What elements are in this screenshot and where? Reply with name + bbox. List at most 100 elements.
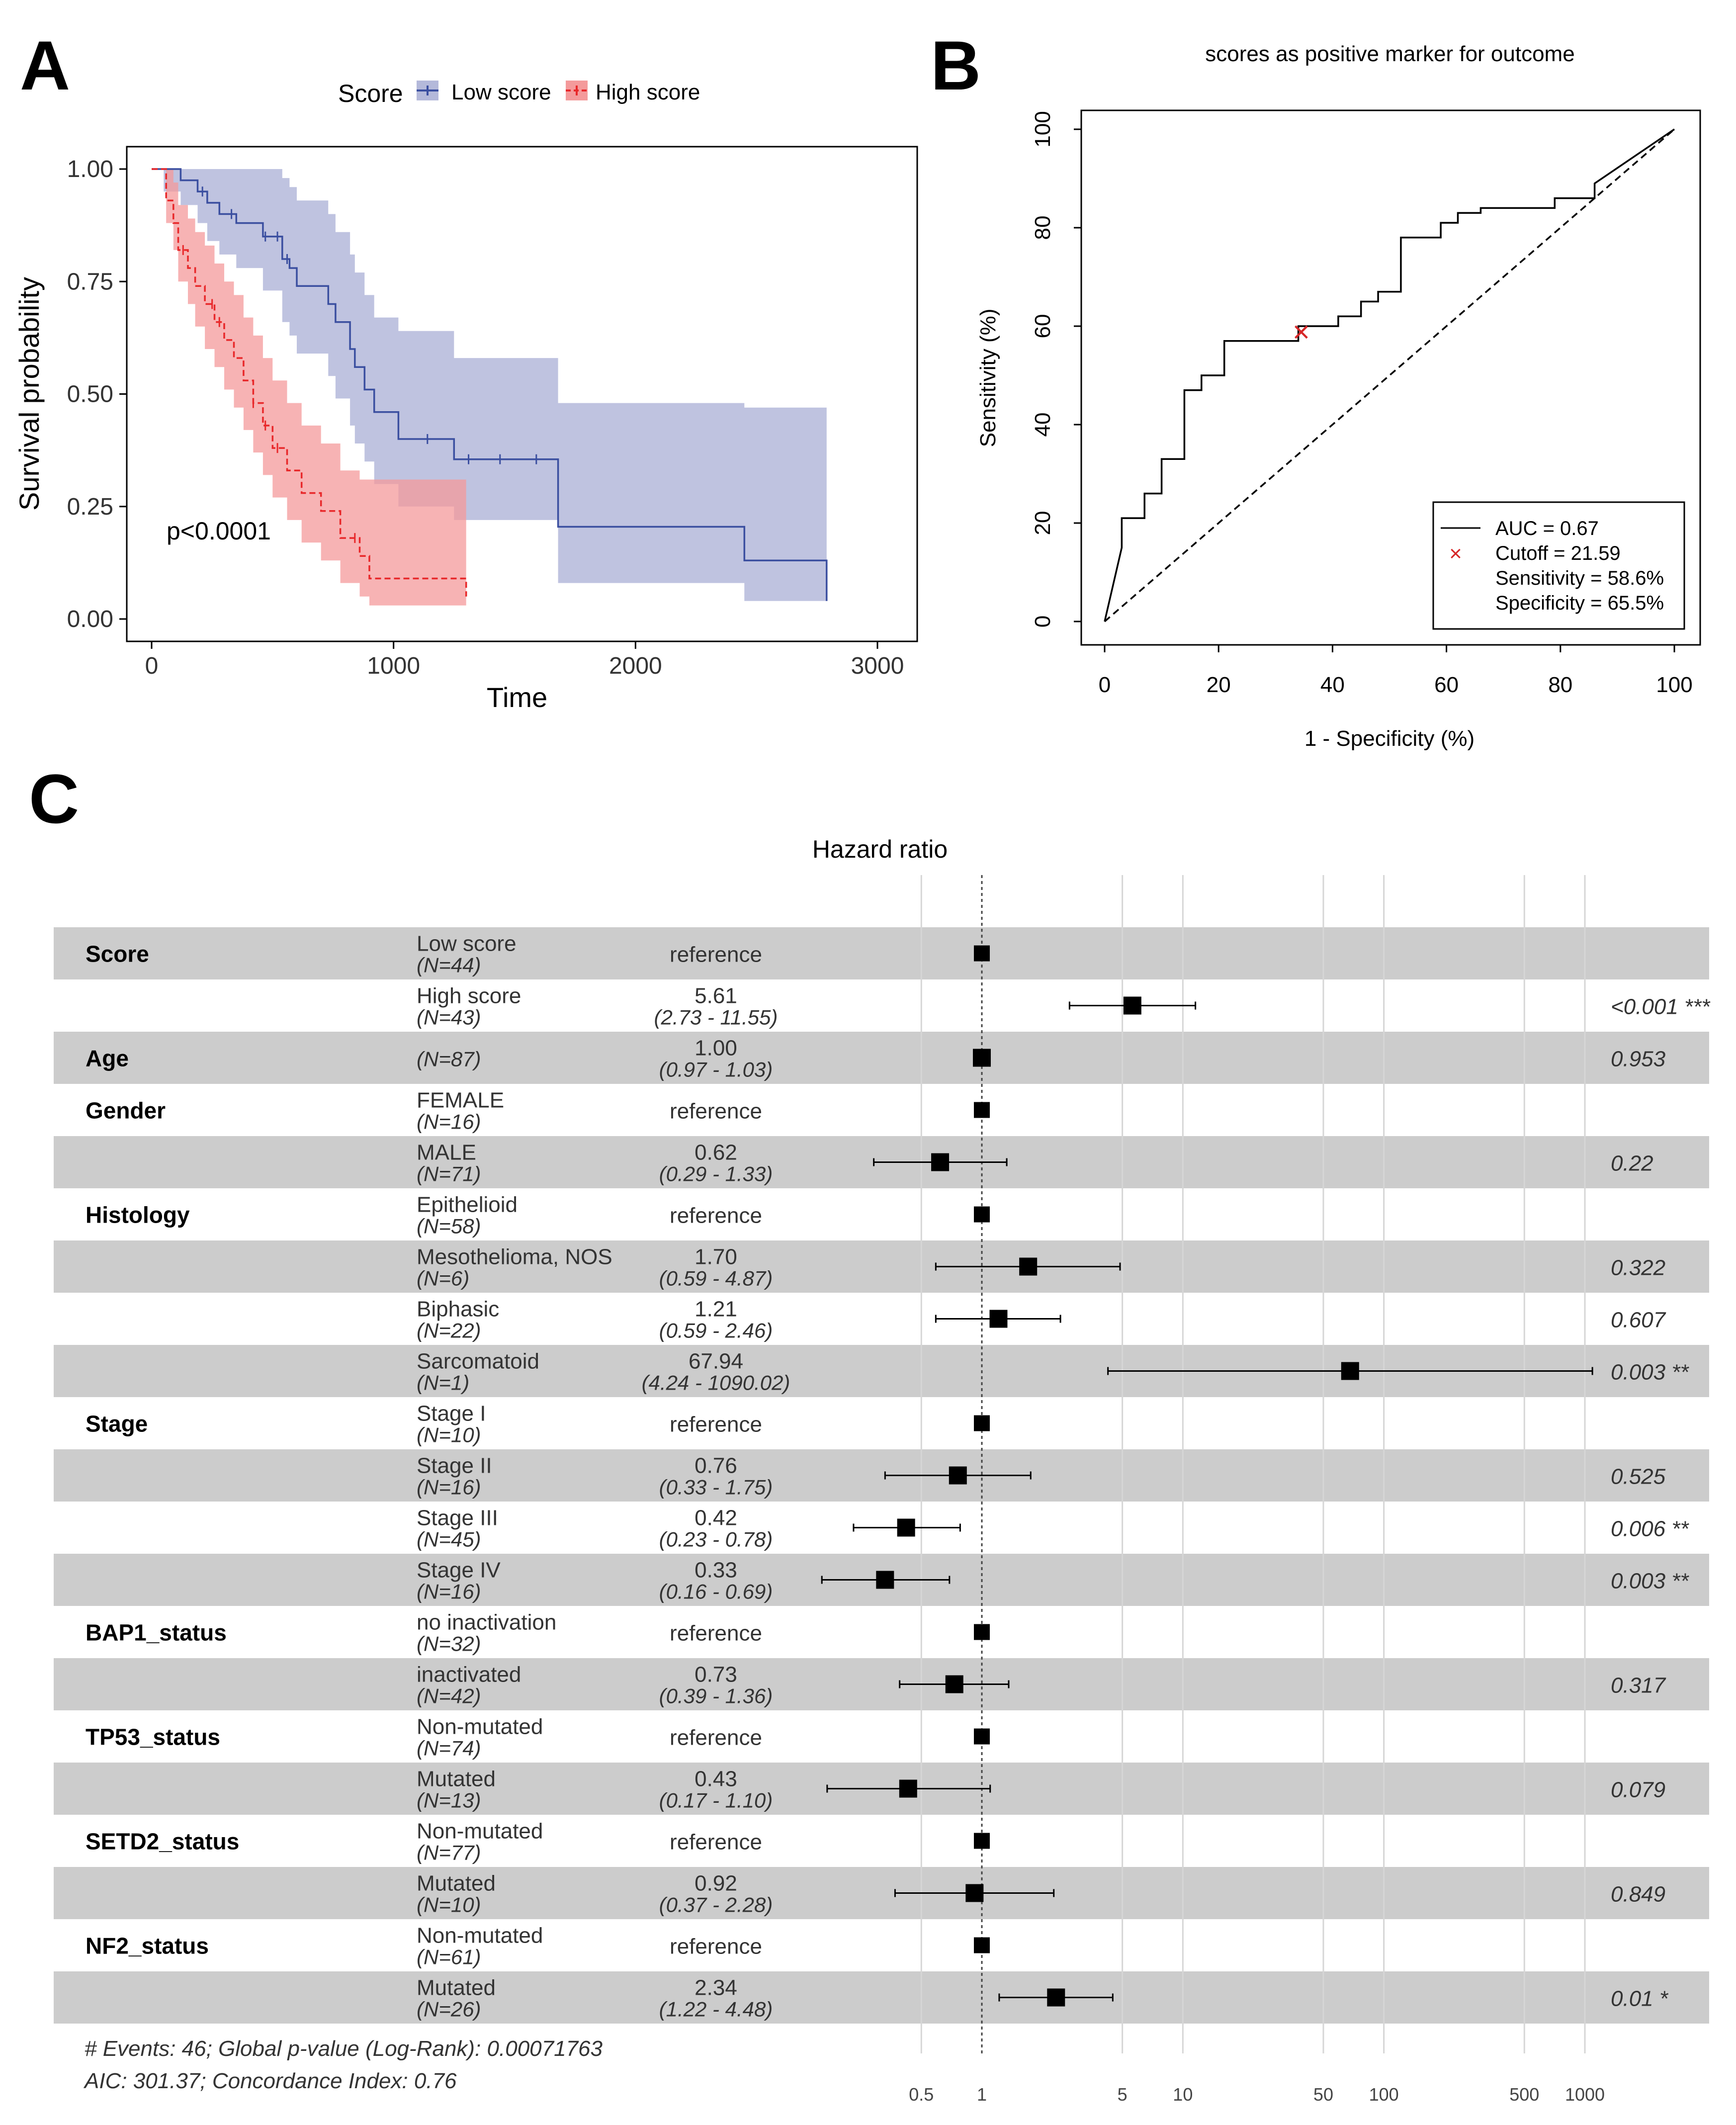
km-band-high bbox=[152, 169, 466, 606]
forest-level-label: Low score bbox=[417, 932, 517, 956]
km-band-low bbox=[152, 169, 827, 610]
forest-estimate: 0.43 bbox=[694, 1767, 737, 1791]
forest-level-count: (N=13) bbox=[417, 1789, 481, 1812]
roc-legend-specificity: Specificity = 65.5% bbox=[1495, 592, 1664, 614]
forest-row-20: Mutated(N=26) 2.34(1.22 - 4.48) 0.01 * bbox=[417, 1976, 1669, 2021]
forest-hr-marker bbox=[974, 1415, 990, 1431]
forest-level-label: Biphasic bbox=[417, 1297, 499, 1322]
forest-x-tick-label-5: 100 bbox=[1369, 2084, 1399, 2105]
panel-letter-a: A bbox=[20, 26, 70, 104]
km-legend-high-key bbox=[566, 81, 588, 100]
forest-hr-marker bbox=[949, 1466, 967, 1485]
forest-estimate: 0.33 bbox=[694, 1558, 737, 1583]
roc-y-tick-label-3: 60 bbox=[1031, 314, 1055, 339]
forest-level-count: (N=6) bbox=[417, 1267, 469, 1290]
forest-p-value: 0.003 ** bbox=[1611, 1569, 1689, 1594]
km-x-tick-label-2: 2000 bbox=[609, 653, 662, 679]
roc-y-tick-label-1: 20 bbox=[1031, 511, 1055, 535]
forest-row-7: Biphasic(N=22) 1.21(0.59 - 2.46) 0.607 bbox=[417, 1297, 1666, 1342]
forest-confidence-interval: (0.16 - 0.69) bbox=[659, 1580, 773, 1603]
forest-estimate: reference bbox=[670, 1099, 762, 1124]
roc-legend: × AUC = 0.67 Cutoff = 21.59 Sensitivity … bbox=[1432, 501, 1685, 630]
forest-row-18: Mutated(N=10) 0.92(0.37 - 2.28) 0.849 bbox=[417, 1871, 1665, 1917]
forest-x-tick-label-4: 50 bbox=[1313, 2084, 1333, 2105]
forest-estimate: reference bbox=[670, 1204, 762, 1228]
panel-letter-c: C bbox=[29, 760, 79, 838]
forest-hr-marker bbox=[899, 1779, 917, 1798]
roc-legend-auc: AUC = 0.67 bbox=[1495, 518, 1599, 539]
roc-legend-cutoff-key: × bbox=[1449, 541, 1462, 566]
forest-row-11: Stage III(N=45) 0.42(0.23 - 0.78) 0.006 ** bbox=[417, 1506, 1689, 1551]
forest-variable-label: BAP1_status bbox=[86, 1620, 227, 1646]
forest-confidence-interval: (1.22 - 4.48) bbox=[659, 1998, 773, 2021]
roc-y-tick-label-4: 80 bbox=[1031, 216, 1055, 240]
forest-hr-marker bbox=[973, 1049, 991, 1067]
forest-p-value: 0.607 bbox=[1611, 1308, 1666, 1332]
panel-letter-b: B bbox=[931, 26, 981, 104]
forest-estimate: reference bbox=[670, 1413, 762, 1437]
forest-row-shade-14 bbox=[54, 1658, 1709, 1710]
forest-row-4: MALE(N=71) 0.62(0.29 - 1.33) 0.22 bbox=[417, 1141, 1653, 1186]
forest-estimate: 5.61 bbox=[694, 984, 737, 1008]
forest-level-count: (N=45) bbox=[417, 1528, 481, 1551]
forest-hr-marker bbox=[974, 1624, 990, 1640]
forest-p-value: 0.079 bbox=[1611, 1778, 1665, 1802]
forest-level-count: (N=1) bbox=[417, 1371, 469, 1395]
forest-hr-marker bbox=[1341, 1362, 1359, 1380]
forest-level-count: (N=10) bbox=[417, 1893, 481, 1917]
forest-row-17: SETD2_status Non-mutated(N=77) reference bbox=[86, 1819, 990, 1864]
forest-confidence-interval: (0.59 - 4.87) bbox=[659, 1267, 773, 1290]
forest-level-label: Mutated bbox=[417, 1976, 496, 2000]
forest-row-shade-0 bbox=[54, 927, 1709, 979]
km-pvalue-annotation: p<0.0001 bbox=[167, 517, 271, 545]
forest-footer-events: # Events: 46; Global p-value (Log-Rank):… bbox=[85, 2036, 603, 2061]
km-x-tick-label-1: 1000 bbox=[367, 653, 420, 679]
forest-hr-marker bbox=[989, 1310, 1008, 1328]
forest-hr-marker bbox=[974, 1937, 990, 1953]
forest-variable-label: Gender bbox=[86, 1098, 166, 1124]
forest-row-13: BAP1_status no inactivation(N=32) referenc… bbox=[86, 1610, 990, 1656]
roc-x-tick-label-1: 20 bbox=[1207, 673, 1231, 697]
forest-row-6: Mesothelioma, NOS(N=6) 1.70(0.59 - 4.87) 0… bbox=[417, 1245, 1665, 1290]
km-y-axis-label: Survival probability bbox=[13, 277, 45, 511]
forest-confidence-interval: (0.17 - 1.10) bbox=[659, 1789, 773, 1812]
forest-variable-label: Histology bbox=[86, 1202, 190, 1228]
roc-x-tick-label-0: 0 bbox=[1099, 673, 1111, 697]
forest-level-label: Stage I bbox=[417, 1402, 486, 1426]
forest-row-15: TP53_status Non-mutated(N=74) reference bbox=[86, 1715, 990, 1760]
forest-p-value: 0.006 ** bbox=[1611, 1517, 1689, 1541]
forest-level-count: (N=87) bbox=[417, 1048, 481, 1071]
forest-confidence-interval: (0.39 - 1.36) bbox=[659, 1684, 773, 1708]
forest-variable-label: Age bbox=[86, 1046, 129, 1071]
forest-estimate: 0.73 bbox=[694, 1663, 737, 1687]
roc-title: scores as positive marker for outcome bbox=[1205, 42, 1574, 66]
forest-gridlines bbox=[920, 875, 1586, 2053]
forest-estimate: 0.76 bbox=[694, 1454, 737, 1478]
km-x-axis-label: Time bbox=[487, 682, 547, 713]
forest-level-label: Stage II bbox=[417, 1454, 492, 1478]
km-plot-area bbox=[152, 168, 828, 610]
roc-y-axis-label: Sensitivity (%) bbox=[976, 309, 1000, 447]
forest-confidence-interval: (4.24 - 1090.02) bbox=[642, 1371, 790, 1395]
roc-x-tick-label-2: 40 bbox=[1320, 673, 1345, 697]
forest-level-label: High score bbox=[417, 984, 521, 1008]
forest-p-value: 0.525 bbox=[1611, 1465, 1666, 1489]
km-y-tick-label-1: 0.25 bbox=[67, 494, 113, 520]
forest-hr-marker bbox=[1047, 1988, 1065, 2007]
forest-row-9: Stage Stage I(N=10) reference bbox=[86, 1402, 990, 1447]
roc-x-tick-label-4: 80 bbox=[1548, 673, 1572, 697]
forest-x-tick-label-6: 500 bbox=[1509, 2084, 1539, 2105]
forest-level-count: (N=16) bbox=[417, 1476, 481, 1499]
forest-row-5: Histology Epithelioid(N=58) reference bbox=[86, 1193, 990, 1238]
forest-level-label: no inactivation bbox=[417, 1610, 556, 1635]
forest-confidence-interval: (0.97 - 1.03) bbox=[659, 1058, 773, 1081]
forest-confidence-interval: (0.23 - 0.78) bbox=[659, 1528, 773, 1551]
forest-hr-marker bbox=[974, 1728, 990, 1745]
forest-confidence-interval: (2.73 - 11.55) bbox=[654, 1006, 778, 1029]
forest-level-count: (N=77) bbox=[417, 1841, 481, 1864]
km-legend: Score Low score High score bbox=[338, 80, 700, 107]
forest-level-label: MALE bbox=[417, 1141, 476, 1165]
forest-level-count: (N=22) bbox=[417, 1319, 481, 1342]
forest-p-value: <0.001 *** bbox=[1611, 995, 1711, 1019]
